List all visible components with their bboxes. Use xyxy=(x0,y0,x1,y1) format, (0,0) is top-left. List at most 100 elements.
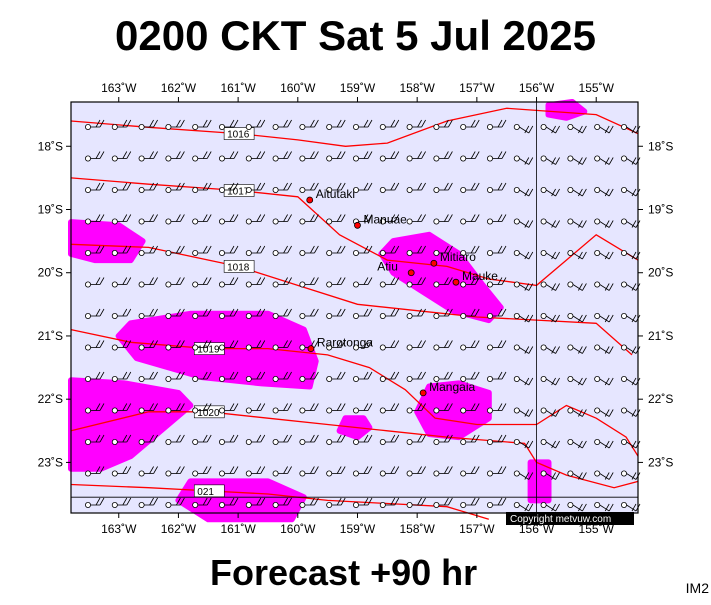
wind-barb-flag xyxy=(176,466,181,474)
lon-label-top: 160˚W xyxy=(280,81,316,95)
wind-barb xyxy=(599,315,610,323)
wind-barb-flag xyxy=(604,220,610,228)
wind-station xyxy=(111,501,118,508)
wind-barb-flag xyxy=(202,371,208,380)
wind-station xyxy=(299,407,306,414)
wind-barb-flag xyxy=(260,403,266,411)
wind-station xyxy=(460,186,467,193)
wind-barb-flag xyxy=(260,245,266,254)
wind-barb-flag xyxy=(582,472,587,480)
wind-barb-flag xyxy=(417,371,422,380)
wind-barb-flag xyxy=(283,371,288,380)
wind-barb xyxy=(545,189,556,197)
wind-station xyxy=(299,312,306,319)
wind-station xyxy=(165,312,172,319)
lon-label-bottom: 161˚W xyxy=(220,522,256,536)
wind-barb-flag xyxy=(336,340,342,348)
wind-station xyxy=(85,407,92,414)
wind-station xyxy=(138,218,145,225)
wind-barb-flag xyxy=(555,377,560,386)
wind-barb-flag xyxy=(497,497,503,506)
wind-barb-flag xyxy=(578,220,583,228)
wind-barb-flag xyxy=(153,119,158,128)
wind-barb-flag xyxy=(99,277,105,285)
map-title: 0200 CKT Sat 5 Jul 2025 xyxy=(115,12,596,59)
wind-barb xyxy=(626,221,637,228)
wind-barb-flag xyxy=(126,245,132,254)
wind-station xyxy=(460,312,467,319)
wind-barb-flag xyxy=(122,497,128,506)
wind-station xyxy=(326,407,333,414)
wind-station xyxy=(218,155,225,162)
place-label: Manuae xyxy=(363,212,407,226)
wind-station xyxy=(486,155,493,162)
lon-label-bottom: 155˚W xyxy=(579,522,615,536)
wind-barb-flag xyxy=(421,434,426,443)
wind-station xyxy=(218,218,225,225)
wind-station xyxy=(85,470,92,477)
wind-barb-flag xyxy=(256,245,262,254)
lat-label-left: 18˚S xyxy=(38,139,63,153)
wind-barb-flag xyxy=(448,434,453,443)
wind-barb-flag xyxy=(470,497,476,506)
wind-barb-flag xyxy=(287,371,292,380)
wind-barb-flag xyxy=(122,277,128,285)
wind-station xyxy=(245,155,252,162)
wind-barb-flag xyxy=(206,151,212,159)
wind-barb-flag xyxy=(551,472,556,480)
wind-barb-flag xyxy=(631,472,637,480)
wind-barb-flag xyxy=(122,466,128,474)
wind-barb-flag xyxy=(336,214,342,222)
wind-barb-flag xyxy=(310,434,315,443)
wind-barb-flag xyxy=(528,472,534,480)
wind-barb-flag xyxy=(176,277,181,285)
wind-barb xyxy=(572,504,583,512)
wind-barb-flag xyxy=(578,472,583,480)
wind-station xyxy=(406,344,413,351)
wind-barb-flag xyxy=(287,308,292,317)
wind-station xyxy=(326,501,333,508)
lat-label-right: 23˚S xyxy=(648,455,673,469)
wind-station xyxy=(85,124,92,131)
wind-barb-flag xyxy=(233,434,239,443)
wind-station xyxy=(567,501,574,508)
wind-barb-flag xyxy=(421,466,426,474)
wind-station xyxy=(513,124,520,131)
wind-station xyxy=(85,218,92,225)
wind-station xyxy=(138,470,145,477)
wind-barb-flag xyxy=(363,182,369,191)
wind-barb-flag xyxy=(524,251,530,260)
wind-barb-flag xyxy=(180,245,185,254)
wind-barb-flag xyxy=(497,245,503,254)
wind-barb xyxy=(572,473,583,480)
wind-barb-flag xyxy=(287,214,292,222)
wind-barb-flag xyxy=(95,403,101,411)
wind-barb-flag xyxy=(206,277,212,285)
wind-station xyxy=(245,249,252,256)
wind-barb-flag xyxy=(229,214,235,222)
wind-barb-flag xyxy=(336,119,342,128)
wind-station xyxy=(621,249,628,256)
wind-barb-flag xyxy=(555,503,560,512)
wind-barb-flag xyxy=(528,409,534,417)
wind-barb xyxy=(599,410,610,417)
wind-station xyxy=(433,407,440,414)
wind-barb-flag xyxy=(497,466,503,474)
wind-barb-flag xyxy=(229,182,235,191)
wind-barb-flag xyxy=(149,151,154,159)
wind-barb-flag xyxy=(149,403,154,411)
wind-barb xyxy=(626,126,637,134)
wind-barb-flag xyxy=(176,182,181,191)
wind-barb-flag xyxy=(470,245,476,254)
wind-barb-flag xyxy=(390,245,396,254)
wind-barb-flag xyxy=(608,440,614,449)
wind-station xyxy=(379,407,386,414)
wind-barb-flag xyxy=(390,466,396,474)
wind-barb-flag xyxy=(555,283,560,291)
place-marker xyxy=(307,345,315,353)
wind-station xyxy=(379,281,386,288)
wind-station xyxy=(621,375,628,382)
wind-barb-flag xyxy=(578,346,583,354)
wind-station xyxy=(218,501,225,508)
